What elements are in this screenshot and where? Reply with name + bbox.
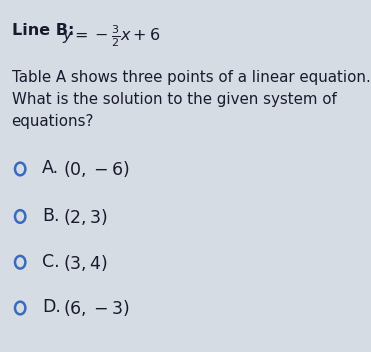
Text: Table A shows three points of a linear equation.
What is the solution to the giv: Table A shows three points of a linear e… — [12, 70, 370, 128]
Text: $(6, -3)$: $(6, -3)$ — [63, 298, 130, 319]
Text: B.: B. — [42, 207, 59, 225]
Text: $y = -\frac{3}{2}x + 6$: $y = -\frac{3}{2}x + 6$ — [62, 23, 161, 49]
Text: D.: D. — [42, 298, 61, 316]
Text: $(3, 4)$: $(3, 4)$ — [63, 253, 108, 273]
Text: $(0, -6)$: $(0, -6)$ — [63, 159, 130, 180]
Text: A.: A. — [42, 159, 59, 177]
Text: C.: C. — [42, 253, 59, 271]
Text: Line B:: Line B: — [12, 23, 79, 38]
Text: $(2, 3)$: $(2, 3)$ — [63, 207, 108, 227]
